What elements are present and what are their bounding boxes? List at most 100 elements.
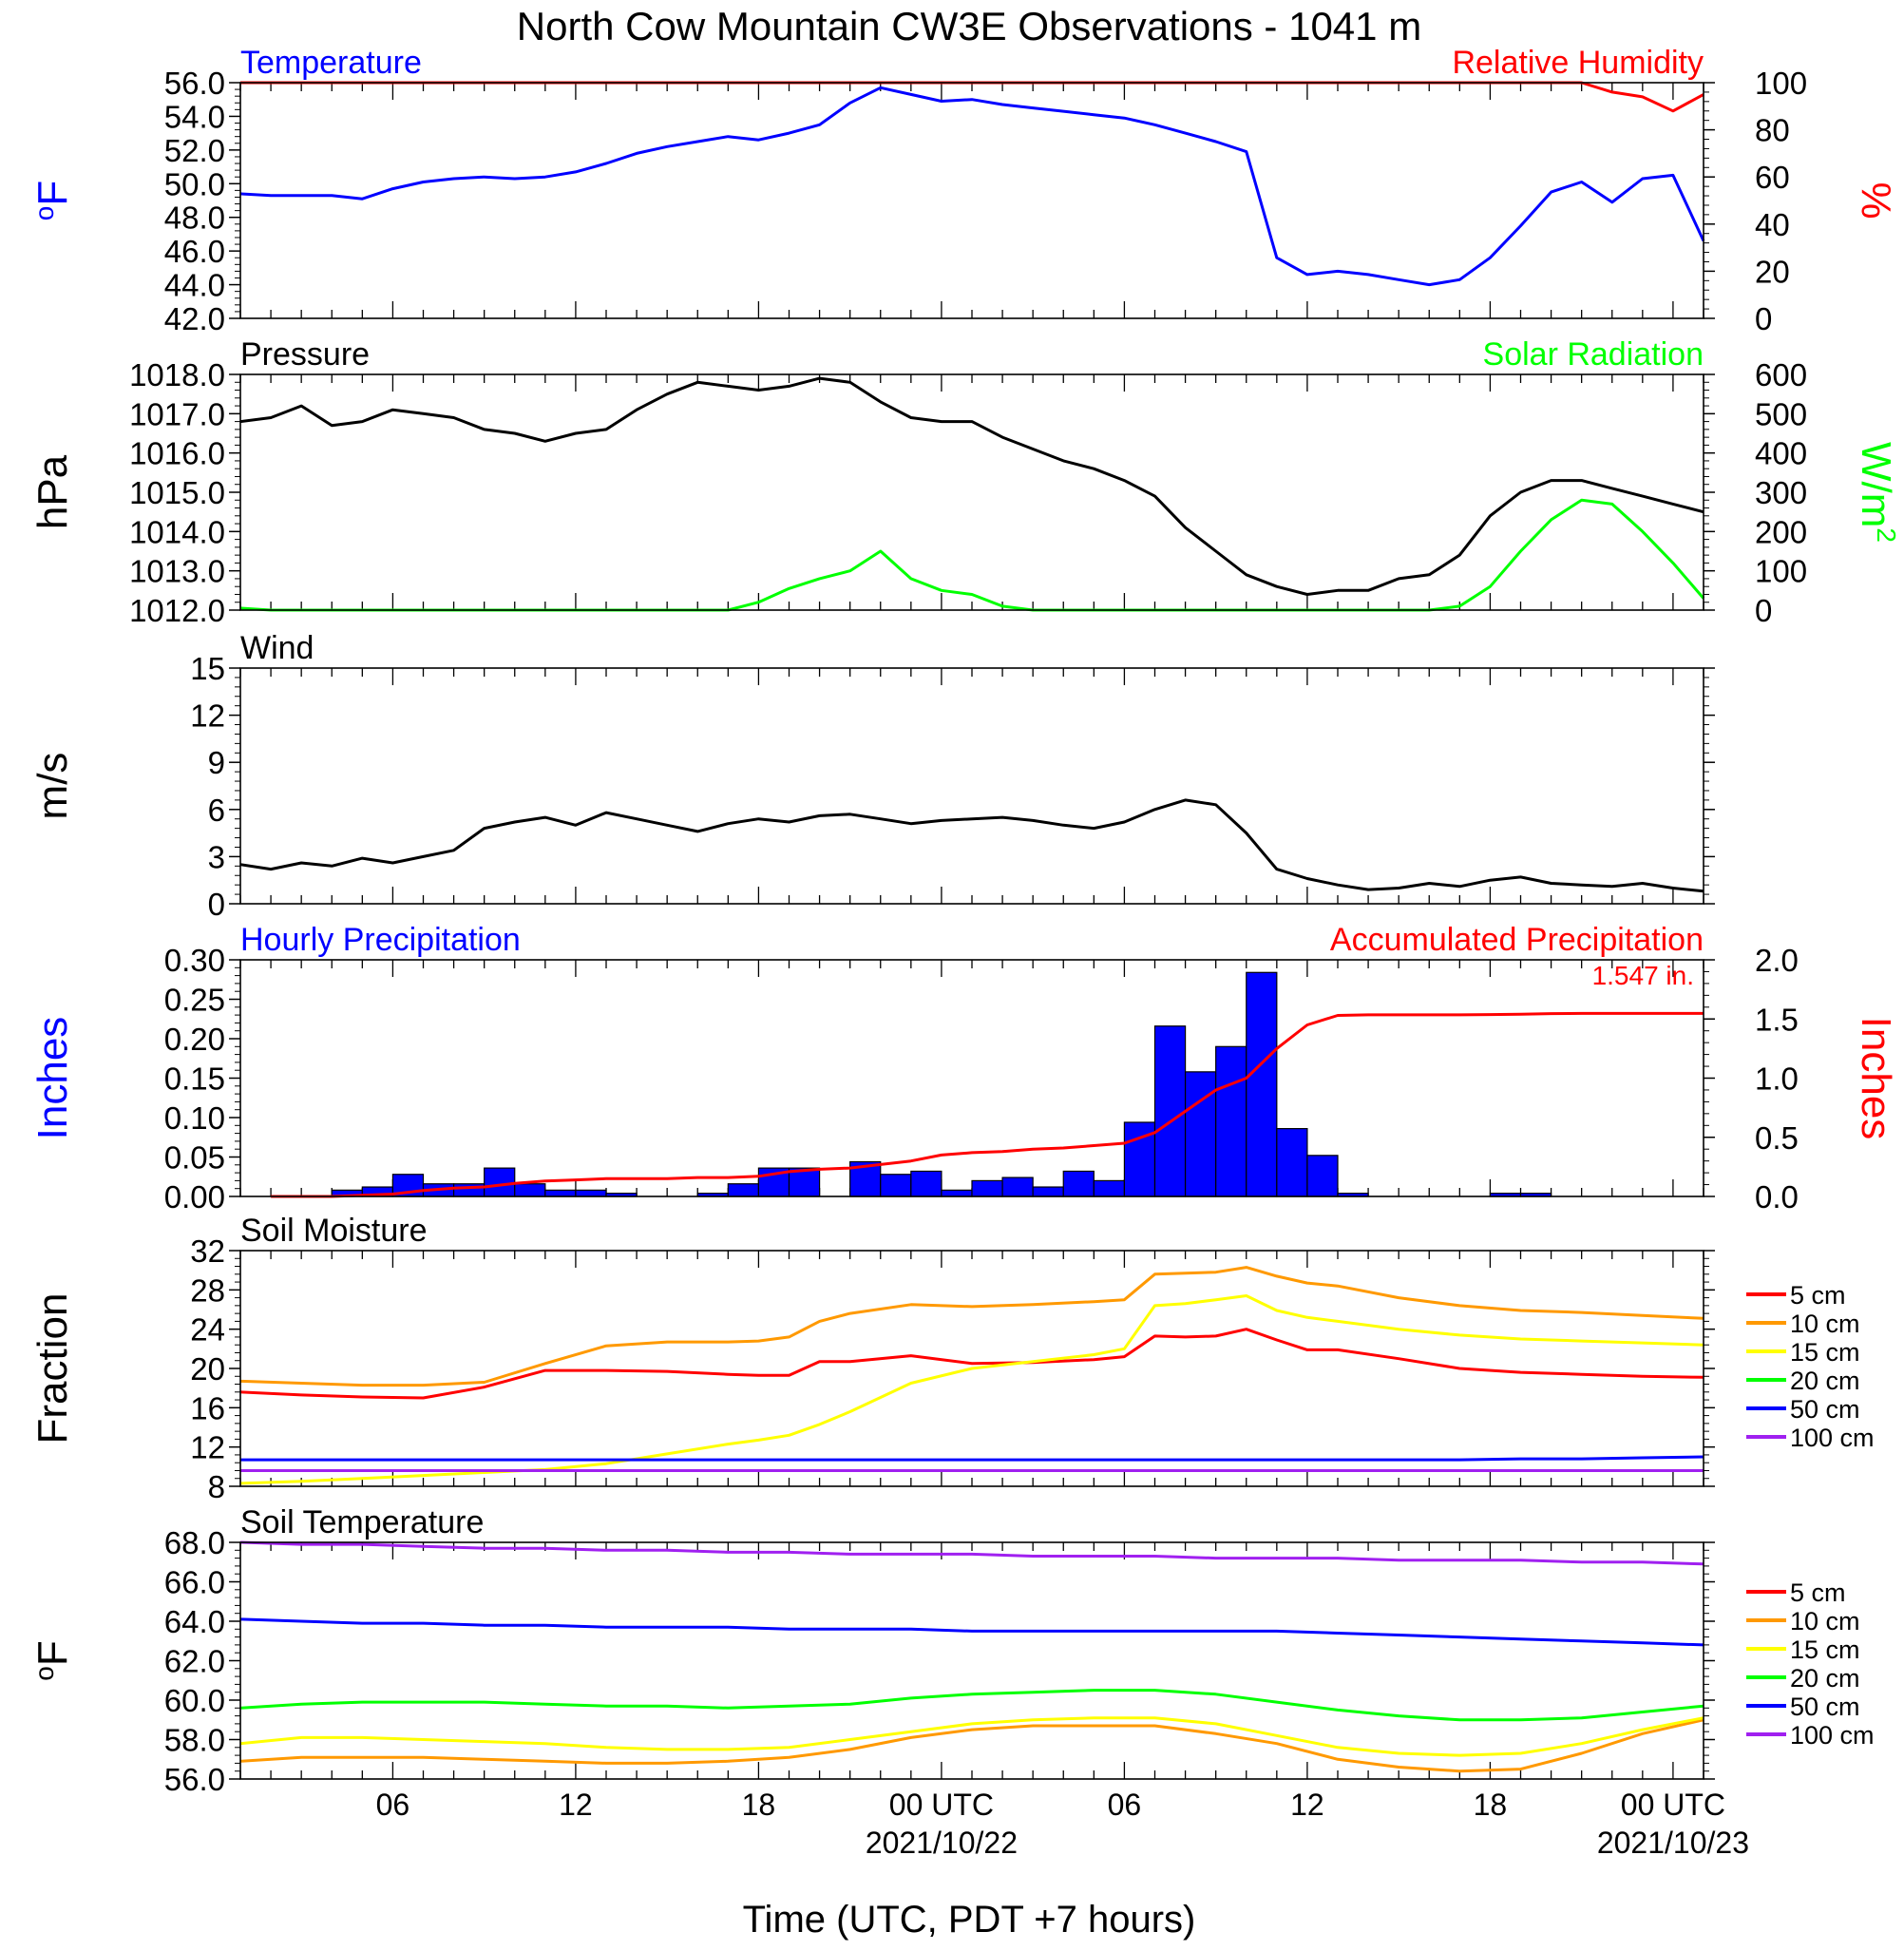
y-tick-label-left: 0.05 bbox=[164, 1140, 225, 1176]
panel-title-right: Relative Humidity bbox=[1452, 45, 1704, 81]
precip-bar bbox=[484, 1167, 516, 1197]
degree-mark: o bbox=[29, 1666, 59, 1681]
y-tick-label-right: 0 bbox=[1755, 301, 1772, 336]
unit-letter: F bbox=[29, 1640, 76, 1666]
legend-label: 100 cm bbox=[1790, 1424, 1875, 1452]
y-tick-label-left: 0.25 bbox=[164, 983, 225, 1018]
y-tick-label-left: 20 bbox=[190, 1351, 225, 1387]
figure-title: North Cow Mountain CW3E Observations - 1… bbox=[517, 4, 1421, 48]
y-axis-title-left: hPa bbox=[29, 454, 76, 529]
precip-bar bbox=[544, 1189, 577, 1197]
panel-title-left: Hourly Precipitation bbox=[240, 922, 521, 958]
legend-label: 100 cm bbox=[1790, 1721, 1875, 1750]
y-axis-title-right: W/m2 bbox=[1853, 442, 1901, 543]
y-tick-label-right: 0.0 bbox=[1755, 1179, 1799, 1215]
panel-temperature-rh: 56.054.052.050.048.046.044.042.0 100 80 60 4… bbox=[29, 45, 1899, 336]
y-axis-title-left: Fraction bbox=[29, 1293, 76, 1444]
y-tick-label-left: 0.15 bbox=[164, 1062, 225, 1097]
y-tick-label-left: 3 bbox=[208, 839, 225, 874]
y-tick-label-left: 48.0 bbox=[164, 201, 225, 236]
y-tick-label-right: 200 bbox=[1755, 514, 1807, 549]
series-line-wind-speed bbox=[239, 798, 1704, 893]
x-tick-label: 06 bbox=[376, 1788, 410, 1822]
series-line-pressure bbox=[239, 376, 1704, 596]
y-tick-label-left: 46.0 bbox=[164, 234, 225, 269]
y-tick-label-left: 1013.0 bbox=[129, 554, 225, 589]
y-tick-label-right: 0 bbox=[1755, 593, 1772, 628]
panel-title-left: Temperature bbox=[240, 45, 422, 81]
y-tick-label-left: 1015.0 bbox=[129, 475, 225, 510]
y-tick-label-left: 0.30 bbox=[164, 943, 225, 978]
panel-pressure-solar: 1018.0 1017.0 1016.0 1015.0 1014.0 1013.0 1012… bbox=[29, 336, 1901, 628]
series-line-5-cm bbox=[239, 1328, 1704, 1400]
series-line-accumulated-precipitation bbox=[271, 1011, 1704, 1198]
panel-title-left: Wind bbox=[240, 630, 314, 666]
y-tick-label-left: 60.0 bbox=[164, 1683, 225, 1718]
plot-frame bbox=[239, 959, 1704, 1197]
y-tick-label-right: 1.0 bbox=[1755, 1062, 1799, 1097]
y-tick-label-left: 6 bbox=[208, 793, 225, 828]
series-line-50-cm bbox=[240, 1455, 1704, 1462]
y-tick-label-left: 9 bbox=[208, 745, 225, 780]
y-tick-label-right: 40 bbox=[1755, 207, 1790, 242]
precip-bar bbox=[1246, 971, 1278, 1197]
x-tick-label: 18 bbox=[742, 1788, 776, 1822]
y-tick-label-left: 12 bbox=[190, 698, 225, 734]
x-date-label: 2021/10/22 bbox=[866, 1826, 1018, 1860]
y-tick-label-right: 2.0 bbox=[1755, 943, 1799, 978]
legend-label: 10 cm bbox=[1790, 1607, 1860, 1635]
y-tick-label-left: 58.0 bbox=[164, 1723, 225, 1758]
y-tick-label-left: 44.0 bbox=[164, 268, 225, 303]
panel-title-right: Accumulated Precipitation bbox=[1330, 922, 1704, 958]
precip-bar bbox=[941, 1189, 973, 1197]
y-tick-label-right: 20 bbox=[1755, 254, 1790, 289]
precip-bar bbox=[1276, 1128, 1308, 1197]
precip-bar bbox=[1062, 1170, 1095, 1197]
unit-text: W/m bbox=[1853, 442, 1899, 527]
y-axis-title-left: m/s bbox=[29, 753, 76, 820]
panel-title-left: Pressure bbox=[240, 336, 370, 373]
plot-frame bbox=[239, 1250, 1704, 1487]
y-tick-label-left: 66.0 bbox=[164, 1565, 225, 1600]
legend-label: 15 cm bbox=[1790, 1635, 1860, 1664]
legend-label: 50 cm bbox=[1790, 1693, 1860, 1721]
y-tick-label-right: 600 bbox=[1755, 357, 1807, 392]
accumulated-total-label: 1.547 in. bbox=[1592, 961, 1694, 990]
precip-bar bbox=[1306, 1155, 1339, 1197]
y-tick-label-left: 56.0 bbox=[164, 1762, 225, 1797]
y-tick-label-left: 0 bbox=[208, 887, 225, 922]
x-tick-label: 06 bbox=[1108, 1788, 1142, 1822]
y-tick-label-right: 1.5 bbox=[1755, 1002, 1799, 1037]
y-axis-title-left: Inches bbox=[29, 1017, 76, 1140]
y-tick-label-left: 0.10 bbox=[164, 1100, 225, 1136]
precip-bar bbox=[910, 1170, 942, 1197]
panel-wind: 15 12 9 6 3 0 Wind m/s bbox=[29, 630, 1715, 922]
panel-precipitation: 0.30 0.25 0.20 0.150.10 0.050.00 2.0 1.5 1.0 0.5… bbox=[29, 922, 1899, 1215]
series-line-50-cm bbox=[239, 1617, 1704, 1647]
series-line-15-cm bbox=[239, 1294, 1704, 1485]
y-tick-label-right: 80 bbox=[1755, 113, 1790, 148]
series-line-100-cm bbox=[239, 1540, 1704, 1566]
y-tick-label-right: 400 bbox=[1755, 436, 1807, 471]
series-line-10-cm bbox=[239, 1718, 1704, 1773]
y-tick-label-left: 1018.0 bbox=[129, 357, 225, 392]
x-tick-label: 12 bbox=[1290, 1788, 1324, 1822]
y-axis-title-right: Inches bbox=[1853, 1017, 1899, 1140]
legend-label: 15 cm bbox=[1790, 1338, 1860, 1367]
y-tick-label-left: 15 bbox=[190, 651, 225, 686]
y-axis-title-right: % bbox=[1853, 182, 1899, 219]
unit-letter: F bbox=[29, 181, 76, 206]
x-date-label: 2021/10/23 bbox=[1597, 1826, 1749, 1860]
y-axis-title-left: oF bbox=[29, 181, 76, 220]
legend-label: 5 cm bbox=[1790, 1578, 1846, 1607]
y-tick-label-left: 8 bbox=[208, 1469, 225, 1504]
y-tick-label-left: 52.0 bbox=[164, 133, 225, 168]
y-tick-label-left: 54.0 bbox=[164, 99, 225, 134]
y-tick-label-left: 16 bbox=[190, 1390, 225, 1425]
y-tick-label-left: 0.20 bbox=[164, 1022, 225, 1057]
series-line-solar-radiation bbox=[239, 498, 1705, 612]
series-line-10-cm bbox=[239, 1266, 1704, 1387]
precip-bar bbox=[727, 1183, 760, 1197]
y-tick-label-left: 24 bbox=[190, 1312, 225, 1348]
